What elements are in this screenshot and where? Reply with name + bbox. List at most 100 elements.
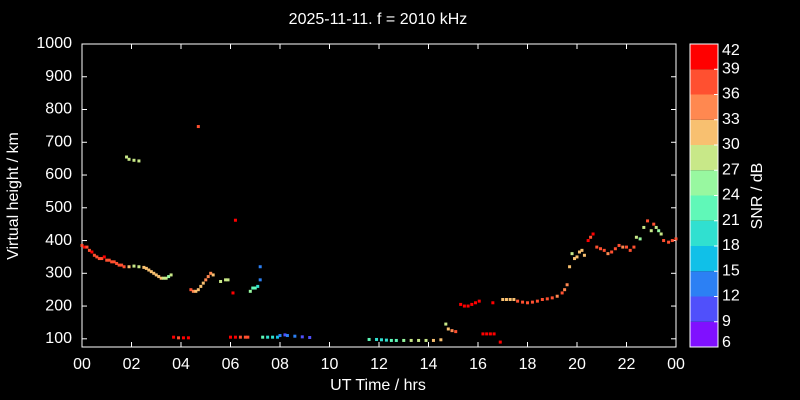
y-tick-label: 100 bbox=[45, 330, 72, 347]
point bbox=[625, 245, 628, 249]
point bbox=[657, 229, 661, 233]
point bbox=[132, 158, 136, 162]
colorbar-tick-label: 39 bbox=[722, 60, 740, 77]
point bbox=[659, 232, 663, 236]
point bbox=[283, 333, 287, 337]
point bbox=[246, 335, 250, 339]
point bbox=[540, 298, 544, 302]
point bbox=[196, 288, 200, 292]
colorbar-tick-label: 18 bbox=[722, 237, 740, 254]
point bbox=[485, 332, 489, 336]
point bbox=[112, 260, 116, 264]
point bbox=[491, 301, 495, 305]
point bbox=[164, 276, 168, 280]
point bbox=[102, 255, 106, 259]
point bbox=[642, 225, 646, 229]
y-tick-label: 1000 bbox=[36, 35, 72, 52]
point bbox=[409, 338, 413, 342]
point bbox=[115, 261, 119, 265]
point bbox=[233, 335, 237, 339]
point bbox=[530, 300, 534, 304]
y-tick-label: 700 bbox=[45, 133, 72, 150]
x-tick-label: 10 bbox=[321, 356, 339, 373]
point bbox=[278, 334, 282, 338]
x-tick-label: 18 bbox=[519, 356, 537, 373]
colorbar-bin bbox=[690, 271, 718, 297]
point bbox=[137, 265, 141, 269]
point bbox=[191, 289, 195, 293]
point bbox=[82, 245, 86, 249]
point bbox=[444, 322, 448, 326]
point bbox=[638, 237, 642, 241]
point bbox=[646, 219, 650, 223]
point bbox=[591, 232, 595, 236]
point bbox=[602, 248, 606, 252]
point bbox=[450, 329, 454, 333]
point bbox=[266, 335, 270, 339]
colorbar-bin bbox=[690, 246, 718, 272]
point bbox=[107, 258, 111, 262]
point bbox=[285, 334, 289, 338]
point bbox=[308, 336, 312, 340]
point bbox=[570, 252, 574, 256]
point bbox=[521, 300, 525, 304]
colorbar-tick-label: 30 bbox=[722, 136, 740, 153]
point bbox=[613, 247, 617, 251]
y-tick-label: 400 bbox=[45, 232, 72, 249]
point bbox=[149, 270, 153, 274]
point bbox=[132, 264, 136, 268]
point bbox=[105, 258, 109, 262]
point bbox=[196, 125, 200, 129]
point bbox=[293, 334, 297, 338]
point bbox=[127, 157, 131, 161]
chart-title: 2025-11-11. f = 2010 kHz bbox=[289, 11, 468, 28]
point bbox=[628, 248, 632, 252]
point bbox=[95, 255, 99, 259]
y-tick-label: 800 bbox=[45, 101, 72, 118]
point bbox=[110, 260, 114, 264]
point bbox=[201, 281, 205, 285]
point bbox=[189, 288, 193, 292]
point bbox=[177, 336, 181, 340]
y-tick-label: 500 bbox=[45, 199, 72, 216]
x-tick-label: 04 bbox=[172, 356, 190, 373]
point bbox=[144, 266, 148, 270]
x-tick-label: 16 bbox=[469, 356, 487, 373]
y-axis-label: Virtual height / km bbox=[5, 132, 22, 260]
x-tick-label: 20 bbox=[568, 356, 586, 373]
colorbar-bin bbox=[690, 321, 718, 347]
point bbox=[258, 278, 262, 282]
point bbox=[508, 298, 512, 302]
point bbox=[384, 338, 388, 342]
point bbox=[229, 335, 232, 339]
point bbox=[595, 245, 599, 249]
point bbox=[560, 291, 564, 295]
point bbox=[417, 338, 421, 342]
point bbox=[526, 301, 529, 305]
point bbox=[470, 302, 474, 306]
point bbox=[466, 304, 470, 308]
point bbox=[300, 335, 304, 339]
y-tick-label: 900 bbox=[45, 68, 72, 85]
point bbox=[243, 335, 247, 339]
x-tick-label: 08 bbox=[271, 356, 289, 373]
colorbar-tick-label: 21 bbox=[722, 212, 740, 229]
point bbox=[402, 338, 406, 342]
point bbox=[379, 338, 383, 342]
colorbar-tick-label: 42 bbox=[722, 42, 740, 59]
point bbox=[582, 253, 586, 257]
colorbar-tick-label: 27 bbox=[722, 161, 740, 178]
point bbox=[459, 302, 463, 306]
point bbox=[231, 291, 235, 295]
point bbox=[147, 268, 151, 272]
point bbox=[621, 245, 625, 249]
point bbox=[446, 327, 450, 331]
point bbox=[550, 296, 554, 300]
colorbar-bin bbox=[690, 145, 718, 171]
point bbox=[92, 253, 96, 257]
point bbox=[152, 271, 156, 275]
point bbox=[172, 335, 176, 339]
point bbox=[120, 263, 124, 267]
point bbox=[575, 255, 579, 259]
point bbox=[127, 265, 131, 269]
